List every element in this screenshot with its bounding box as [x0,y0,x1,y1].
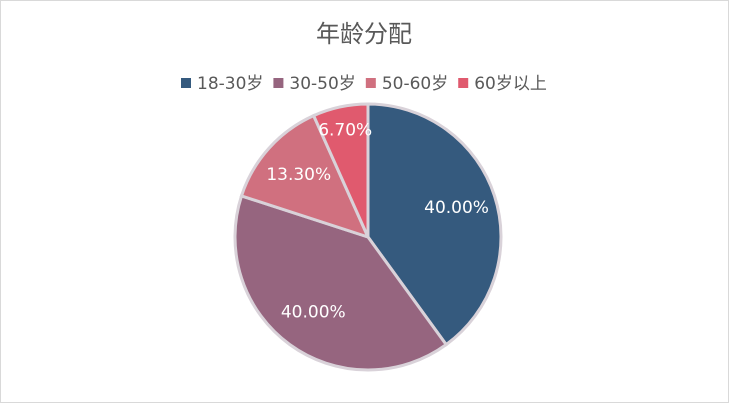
chart-title: 年龄分配 [316,20,412,48]
data-label: 13.30% [266,165,331,185]
pie-slice [366,102,503,347]
legend-label: 18-30岁 [197,74,263,94]
legend-label: 30-50岁 [289,74,355,94]
pie-slice [239,113,371,240]
legend-swatch [365,78,376,88]
pie-slice [311,102,370,238]
data-label: 40.00% [281,302,346,322]
legend-label: 60岁以上 [474,74,547,94]
legend-swatch [181,78,191,88]
data-label: 40.00% [424,198,489,218]
pie-slice [233,194,449,372]
legend: 18-30岁 30-50岁 50-60岁 60岁以上 [181,74,547,94]
legend-swatch [458,78,469,88]
legend-label: 50-60岁 [382,74,448,94]
data-label: 6.70% [318,120,372,140]
legend-swatch [273,78,284,88]
